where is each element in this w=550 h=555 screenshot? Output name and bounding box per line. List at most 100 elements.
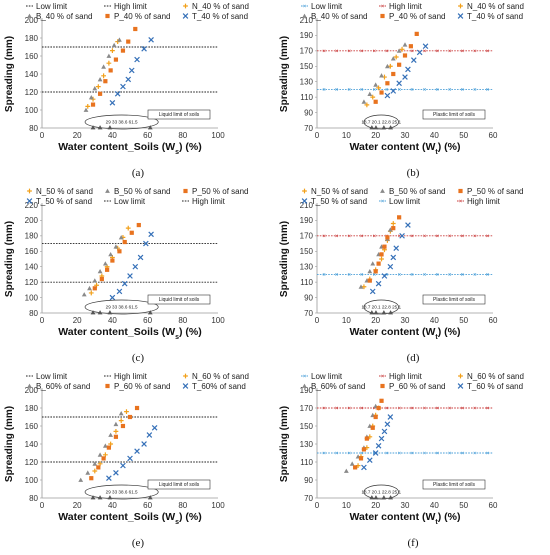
legend-item: High limit (379, 2, 423, 11)
panel-c: 80 100 120 140 160 180 200 220 0 20 40 60 80 100 Sprea… (0, 185, 275, 370)
data-point (141, 441, 147, 447)
data-point (134, 448, 140, 455)
legend-marker (380, 13, 385, 19)
data-point (343, 468, 349, 473)
legend-marker (27, 383, 32, 388)
y-tick-label: 130 (300, 78, 314, 87)
data-point (109, 294, 116, 301)
series-b-40-of-sand (83, 37, 122, 112)
data-point (125, 76, 132, 83)
data-point (141, 45, 147, 52)
x-tick-label: 60 (143, 316, 152, 325)
y-tick-label: 130 (300, 263, 314, 272)
caption-e: (e) (131, 537, 145, 549)
data-point (390, 88, 397, 94)
data-point (106, 445, 111, 450)
data-point (101, 456, 106, 461)
legend-item: N_60 % of sand (458, 372, 524, 381)
data-point (103, 79, 108, 84)
x-tick-label: 40 (108, 501, 117, 510)
data-point (387, 263, 394, 270)
x-tick-label: 60 (143, 501, 152, 510)
x-tick-label: 60 (143, 131, 152, 140)
data-point (92, 461, 98, 466)
data-point (118, 418, 124, 423)
data-point (422, 43, 429, 50)
data-point (113, 469, 119, 476)
legend-label: B_40 % of sand (36, 12, 92, 21)
legend-item: B_40 % of sand (302, 12, 367, 21)
data-point (113, 244, 119, 249)
y-tick-label: 190 (300, 386, 314, 395)
legend-item: P_50 % of sand (458, 187, 523, 196)
limit-ellipse (363, 114, 399, 130)
x-tick-label: 50 (459, 501, 468, 510)
legend-label: B_60% of sand (36, 382, 90, 391)
y-tick-label: 80 (29, 309, 38, 318)
caption-f: (f) (407, 537, 419, 549)
y-tick-label: 150 (300, 62, 314, 71)
legend-item: Low limit (26, 2, 68, 11)
legend-marker (27, 188, 32, 194)
y-tick-label: 190 (300, 31, 314, 40)
data-point (375, 442, 382, 449)
series-b-50-of-sand (81, 235, 124, 297)
chart-e: 80 100 120 140 160 180 200 0 20 40 60 80 100 Spreadin… (4, 372, 249, 526)
data-point (89, 476, 94, 481)
low-limit-line (317, 273, 493, 276)
data-point (134, 405, 140, 411)
y-tick-label: 200 (25, 216, 39, 225)
data-point (120, 462, 126, 469)
series-p-40-of-sand (373, 31, 419, 104)
data-point (381, 428, 388, 435)
series-p-60-of-sand (353, 398, 384, 470)
legend-item: N_50 % of sand (27, 187, 93, 196)
data-point (125, 225, 131, 231)
legend-item: High limit (379, 372, 423, 381)
limit-box (147, 479, 211, 490)
x-tick-label: 20 (73, 316, 82, 325)
data-point (390, 221, 396, 226)
y-tick-label: 220 (25, 201, 39, 210)
data-point (358, 284, 364, 289)
data-point (402, 53, 408, 58)
data-point (110, 258, 115, 263)
data-point (379, 73, 384, 78)
limit-marker (90, 310, 96, 315)
y-tick-label: 170 (300, 404, 314, 413)
data-point (81, 292, 87, 297)
x-tick-label: 10 (342, 501, 351, 510)
data-point (385, 63, 390, 69)
data-point (370, 261, 376, 266)
data-point (109, 99, 116, 106)
data-point (396, 80, 402, 87)
legend-label: Low limit (311, 372, 343, 381)
data-point (381, 273, 388, 279)
data-point (88, 290, 94, 296)
x-tick-label: 60 (489, 316, 498, 325)
data-point (385, 235, 390, 240)
series-t-40-of-sand (384, 43, 429, 99)
limit-marker (90, 125, 96, 130)
data-point (372, 450, 379, 456)
limit-marker (369, 310, 375, 315)
legend-marker (380, 188, 385, 193)
data-point (78, 477, 84, 482)
x-tick-label: 40 (430, 501, 439, 510)
x-tick-label: 20 (371, 501, 380, 510)
data-point (102, 261, 108, 266)
legend-marker (182, 13, 189, 19)
legend-item: Low limit (104, 197, 146, 206)
x-tick-label: 30 (401, 316, 410, 325)
y-axis-label: Spreading (mm) (279, 221, 290, 297)
data-point (396, 48, 402, 53)
data-point (361, 284, 367, 290)
data-point (121, 280, 128, 287)
x-tick-label: 80 (178, 131, 187, 140)
legend-label: T_40 % of sand (192, 12, 248, 21)
data-point (379, 252, 384, 257)
data-point (367, 91, 373, 96)
data-point (101, 64, 106, 69)
limit-values: 18.7 20.1 22.8 25.1 (361, 305, 401, 310)
